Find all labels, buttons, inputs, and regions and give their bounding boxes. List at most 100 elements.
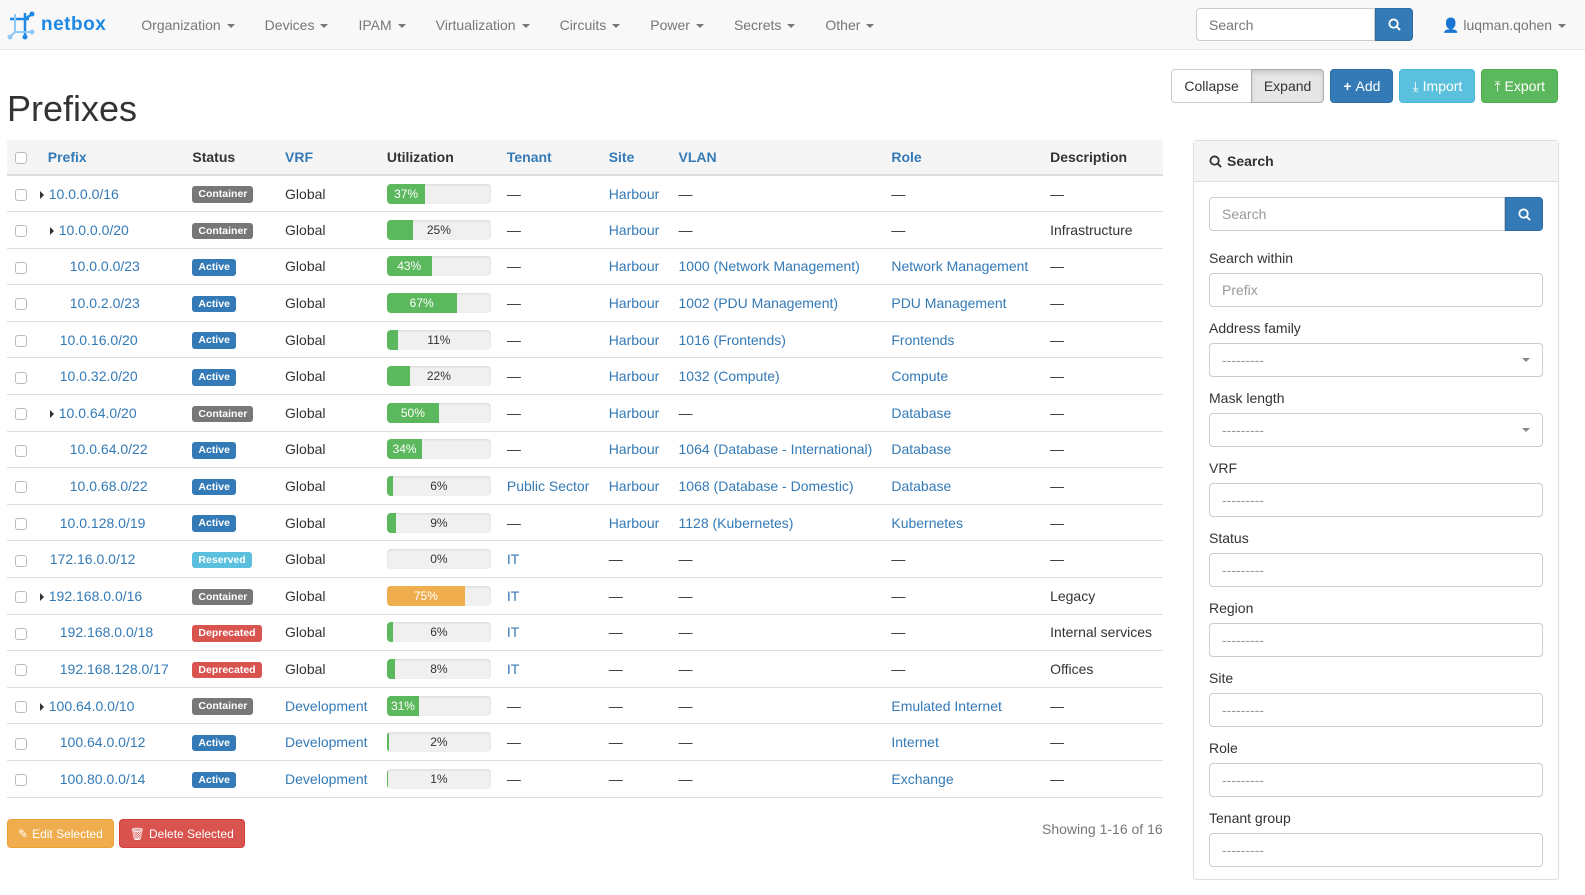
role-link[interactable]: Frontends bbox=[891, 331, 955, 348]
vrf-link[interactable]: Development bbox=[285, 697, 368, 714]
site-link[interactable]: Harbour bbox=[608, 514, 660, 531]
vlan-link[interactable]: 1002 (PDU Management) bbox=[678, 295, 839, 312]
nav-search-input[interactable] bbox=[1196, 8, 1375, 41]
role-link[interactable]: Internet bbox=[891, 734, 939, 751]
col-tenant[interactable]: Tenant bbox=[498, 140, 601, 176]
row-select[interactable] bbox=[7, 394, 40, 432]
row-checkbox[interactable] bbox=[15, 591, 27, 604]
row-select[interactable] bbox=[7, 650, 40, 688]
row-checkbox[interactable] bbox=[15, 737, 27, 750]
vlan-link[interactable]: 1064 (Database - International) bbox=[678, 441, 873, 458]
menu-organization[interactable]: Organization bbox=[126, 17, 249, 33]
prefix-link[interactable]: 10.0.0.0/20 bbox=[58, 221, 129, 238]
row-checkbox[interactable] bbox=[15, 371, 27, 384]
row-checkbox[interactable] bbox=[15, 298, 27, 311]
prefix-link[interactable]: 10.0.64.0/22 bbox=[69, 441, 148, 458]
row-select[interactable] bbox=[7, 357, 40, 396]
role-link[interactable]: Database bbox=[891, 404, 952, 421]
filter-region-input[interactable]: --------- bbox=[1209, 623, 1543, 657]
prefix-link[interactable]: 10.0.16.0/20 bbox=[59, 331, 138, 348]
prefix-link[interactable]: 10.0.0.0/16 bbox=[48, 185, 119, 202]
menu-secrets[interactable]: Secrets bbox=[719, 17, 810, 33]
col-role[interactable]: Role bbox=[883, 140, 1043, 176]
role-link[interactable]: Database bbox=[891, 441, 952, 458]
role-link[interactable]: Database bbox=[891, 478, 952, 495]
prefix-link[interactable]: 172.16.0.0/12 bbox=[49, 551, 136, 568]
menu-power[interactable]: Power bbox=[635, 17, 719, 33]
row-select[interactable] bbox=[7, 467, 40, 505]
col-vlan[interactable]: VLAN bbox=[670, 140, 884, 176]
prefix-link[interactable]: 100.80.0.0/14 bbox=[59, 770, 146, 787]
import-button[interactable]: ⤓ Import bbox=[1399, 69, 1476, 103]
select-all[interactable] bbox=[7, 140, 40, 176]
menu-circuits[interactable]: Circuits bbox=[545, 17, 636, 33]
user-menu[interactable]: 👤 luqman.qohen bbox=[1442, 17, 1567, 34]
site-link[interactable]: Harbour bbox=[608, 404, 660, 421]
row-checkbox[interactable] bbox=[15, 664, 27, 677]
row-checkbox[interactable] bbox=[15, 700, 27, 713]
row-checkbox[interactable] bbox=[15, 554, 27, 567]
export-button[interactable]: ⤒ Export bbox=[1481, 69, 1558, 103]
prefix-link[interactable]: 10.0.2.0/23 bbox=[69, 295, 140, 312]
role-link[interactable]: Emulated Internet bbox=[891, 697, 1002, 714]
row-select[interactable] bbox=[7, 211, 40, 249]
role-link[interactable]: PDU Management bbox=[891, 295, 1007, 312]
tenant-link[interactable]: IT bbox=[506, 587, 520, 604]
prefix-link[interactable]: 192.168.0.0/16 bbox=[48, 587, 143, 604]
collapse-button[interactable]: Collapse bbox=[1171, 69, 1252, 103]
row-checkbox[interactable] bbox=[15, 261, 27, 274]
row-checkbox[interactable] bbox=[15, 334, 27, 347]
role-link[interactable]: Network Management bbox=[891, 258, 1029, 275]
sort-tenant[interactable]: Tenant bbox=[506, 149, 552, 165]
edit-selected-button[interactable]: ✎ Edit Selected bbox=[7, 819, 114, 848]
col-site[interactable]: Site bbox=[600, 140, 671, 176]
row-checkbox[interactable] bbox=[15, 188, 27, 201]
vrf-link[interactable]: Development bbox=[285, 770, 368, 787]
row-checkbox[interactable] bbox=[15, 481, 27, 494]
row-select[interactable] bbox=[7, 614, 40, 652]
site-link[interactable]: Harbour bbox=[608, 478, 660, 495]
expand-arrow-icon[interactable] bbox=[39, 702, 44, 711]
filter-status-input[interactable]: --------- bbox=[1209, 553, 1543, 587]
sidebar-search-input[interactable]: Search bbox=[1209, 197, 1505, 231]
row-select[interactable] bbox=[7, 723, 40, 761]
row-select[interactable] bbox=[7, 321, 40, 359]
sort-vrf[interactable]: VRF bbox=[285, 149, 314, 165]
filter-role-input[interactable]: --------- bbox=[1209, 763, 1543, 797]
prefix-link[interactable]: 192.168.128.0/17 bbox=[59, 661, 169, 678]
vlan-link[interactable]: 1016 (Frontends) bbox=[678, 331, 786, 348]
prefix-link[interactable]: 10.0.64.0/20 bbox=[58, 404, 137, 421]
row-select[interactable] bbox=[7, 540, 40, 579]
row-select[interactable] bbox=[7, 760, 40, 798]
expand-arrow-icon[interactable] bbox=[39, 593, 44, 602]
site-link[interactable]: Harbour bbox=[608, 331, 660, 348]
sort-site[interactable]: Site bbox=[608, 149, 635, 165]
menu-other[interactable]: Other bbox=[810, 17, 889, 33]
site-link[interactable]: Harbour bbox=[608, 295, 660, 312]
prefix-link[interactable]: 192.168.0.0/18 bbox=[59, 624, 154, 641]
sort-prefix[interactable]: Prefix bbox=[47, 149, 87, 165]
row-select[interactable] bbox=[7, 284, 40, 322]
delete-selected-button[interactable]: 🗑 Delete Selected bbox=[118, 819, 245, 848]
row-select[interactable] bbox=[7, 504, 40, 542]
vlan-link[interactable]: 1128 (Kubernetes) bbox=[678, 514, 794, 531]
site-link[interactable]: Harbour bbox=[608, 441, 660, 458]
prefix-link[interactable]: 10.0.128.0/19 bbox=[59, 514, 146, 531]
prefix-link[interactable]: 10.0.32.0/20 bbox=[59, 368, 138, 385]
prefix-link[interactable]: 10.0.68.0/22 bbox=[69, 478, 148, 495]
filter-vrf-input[interactable]: --------- bbox=[1209, 483, 1543, 517]
filter-site-input[interactable]: --------- bbox=[1209, 693, 1543, 727]
site-link[interactable]: Harbour bbox=[608, 368, 660, 385]
role-link[interactable]: Kubernetes bbox=[891, 514, 963, 531]
filter-tenant-group-input[interactable]: --------- bbox=[1209, 833, 1543, 867]
row-checkbox[interactable] bbox=[15, 225, 27, 238]
row-checkbox[interactable] bbox=[15, 627, 27, 640]
vrf-link[interactable]: Development bbox=[285, 734, 368, 751]
vlan-link[interactable]: 1032 (Compute) bbox=[678, 368, 780, 385]
menu-devices[interactable]: Devices bbox=[250, 17, 344, 33]
tenant-link[interactable]: IT bbox=[506, 551, 520, 568]
row-select[interactable] bbox=[7, 175, 40, 213]
expand-arrow-icon[interactable] bbox=[39, 190, 44, 199]
site-link[interactable]: Harbour bbox=[608, 258, 660, 275]
tenant-link[interactable]: IT bbox=[506, 624, 520, 641]
